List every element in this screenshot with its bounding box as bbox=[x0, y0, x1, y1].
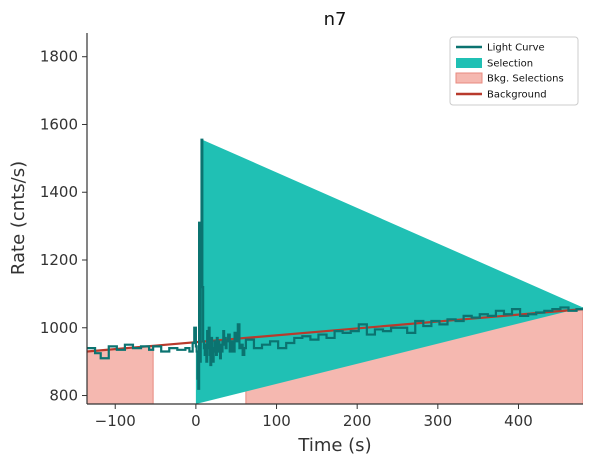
bkg-selection-region-1 bbox=[87, 345, 154, 404]
legend-swatch-bkg-selections bbox=[455, 72, 483, 84]
y-tick-label: 1200 bbox=[40, 251, 78, 269]
x-tick-label: 400 bbox=[504, 412, 533, 430]
y-axis-label: Rate (cnts/s) bbox=[8, 161, 29, 275]
x-tick-label: −100 bbox=[95, 412, 136, 430]
x-tick-label: 300 bbox=[424, 412, 453, 430]
x-axis-label: Time (s) bbox=[297, 435, 371, 456]
plot-area bbox=[87, 138, 583, 404]
x-tick-label: 200 bbox=[343, 412, 372, 430]
y-tick-label: 1600 bbox=[40, 115, 78, 133]
x-tick-label: 100 bbox=[262, 412, 291, 430]
legend: Light Curve Selection Bkg. Selections Ba… bbox=[449, 36, 579, 106]
y-axis-ticks: 800 1000 1200 1400 1600 1800 bbox=[40, 48, 87, 405]
selection-layer bbox=[195, 139, 583, 404]
legend-label-selection: Selection bbox=[487, 59, 533, 70]
legend-label-bkg-selections: Bkg. Selections bbox=[487, 74, 564, 85]
legend-swatch-selection bbox=[456, 58, 482, 68]
y-tick-label: 1000 bbox=[40, 319, 78, 337]
light-curve-layer bbox=[87, 138, 583, 390]
legend-label-light-curve: Light Curve bbox=[487, 43, 545, 54]
light-curve-line bbox=[87, 138, 583, 390]
chart-title: n7 bbox=[324, 9, 347, 30]
legend-box bbox=[449, 36, 579, 106]
x-axis-ticks: −100 0 100 200 300 400 bbox=[95, 404, 533, 430]
selection-region bbox=[195, 139, 583, 404]
legend-label-background: Background bbox=[487, 90, 547, 101]
y-tick-label: 1800 bbox=[40, 48, 78, 66]
y-tick-label: 1400 bbox=[40, 183, 78, 201]
x-tick-label: 0 bbox=[191, 412, 201, 430]
y-tick-label: 800 bbox=[49, 387, 78, 405]
